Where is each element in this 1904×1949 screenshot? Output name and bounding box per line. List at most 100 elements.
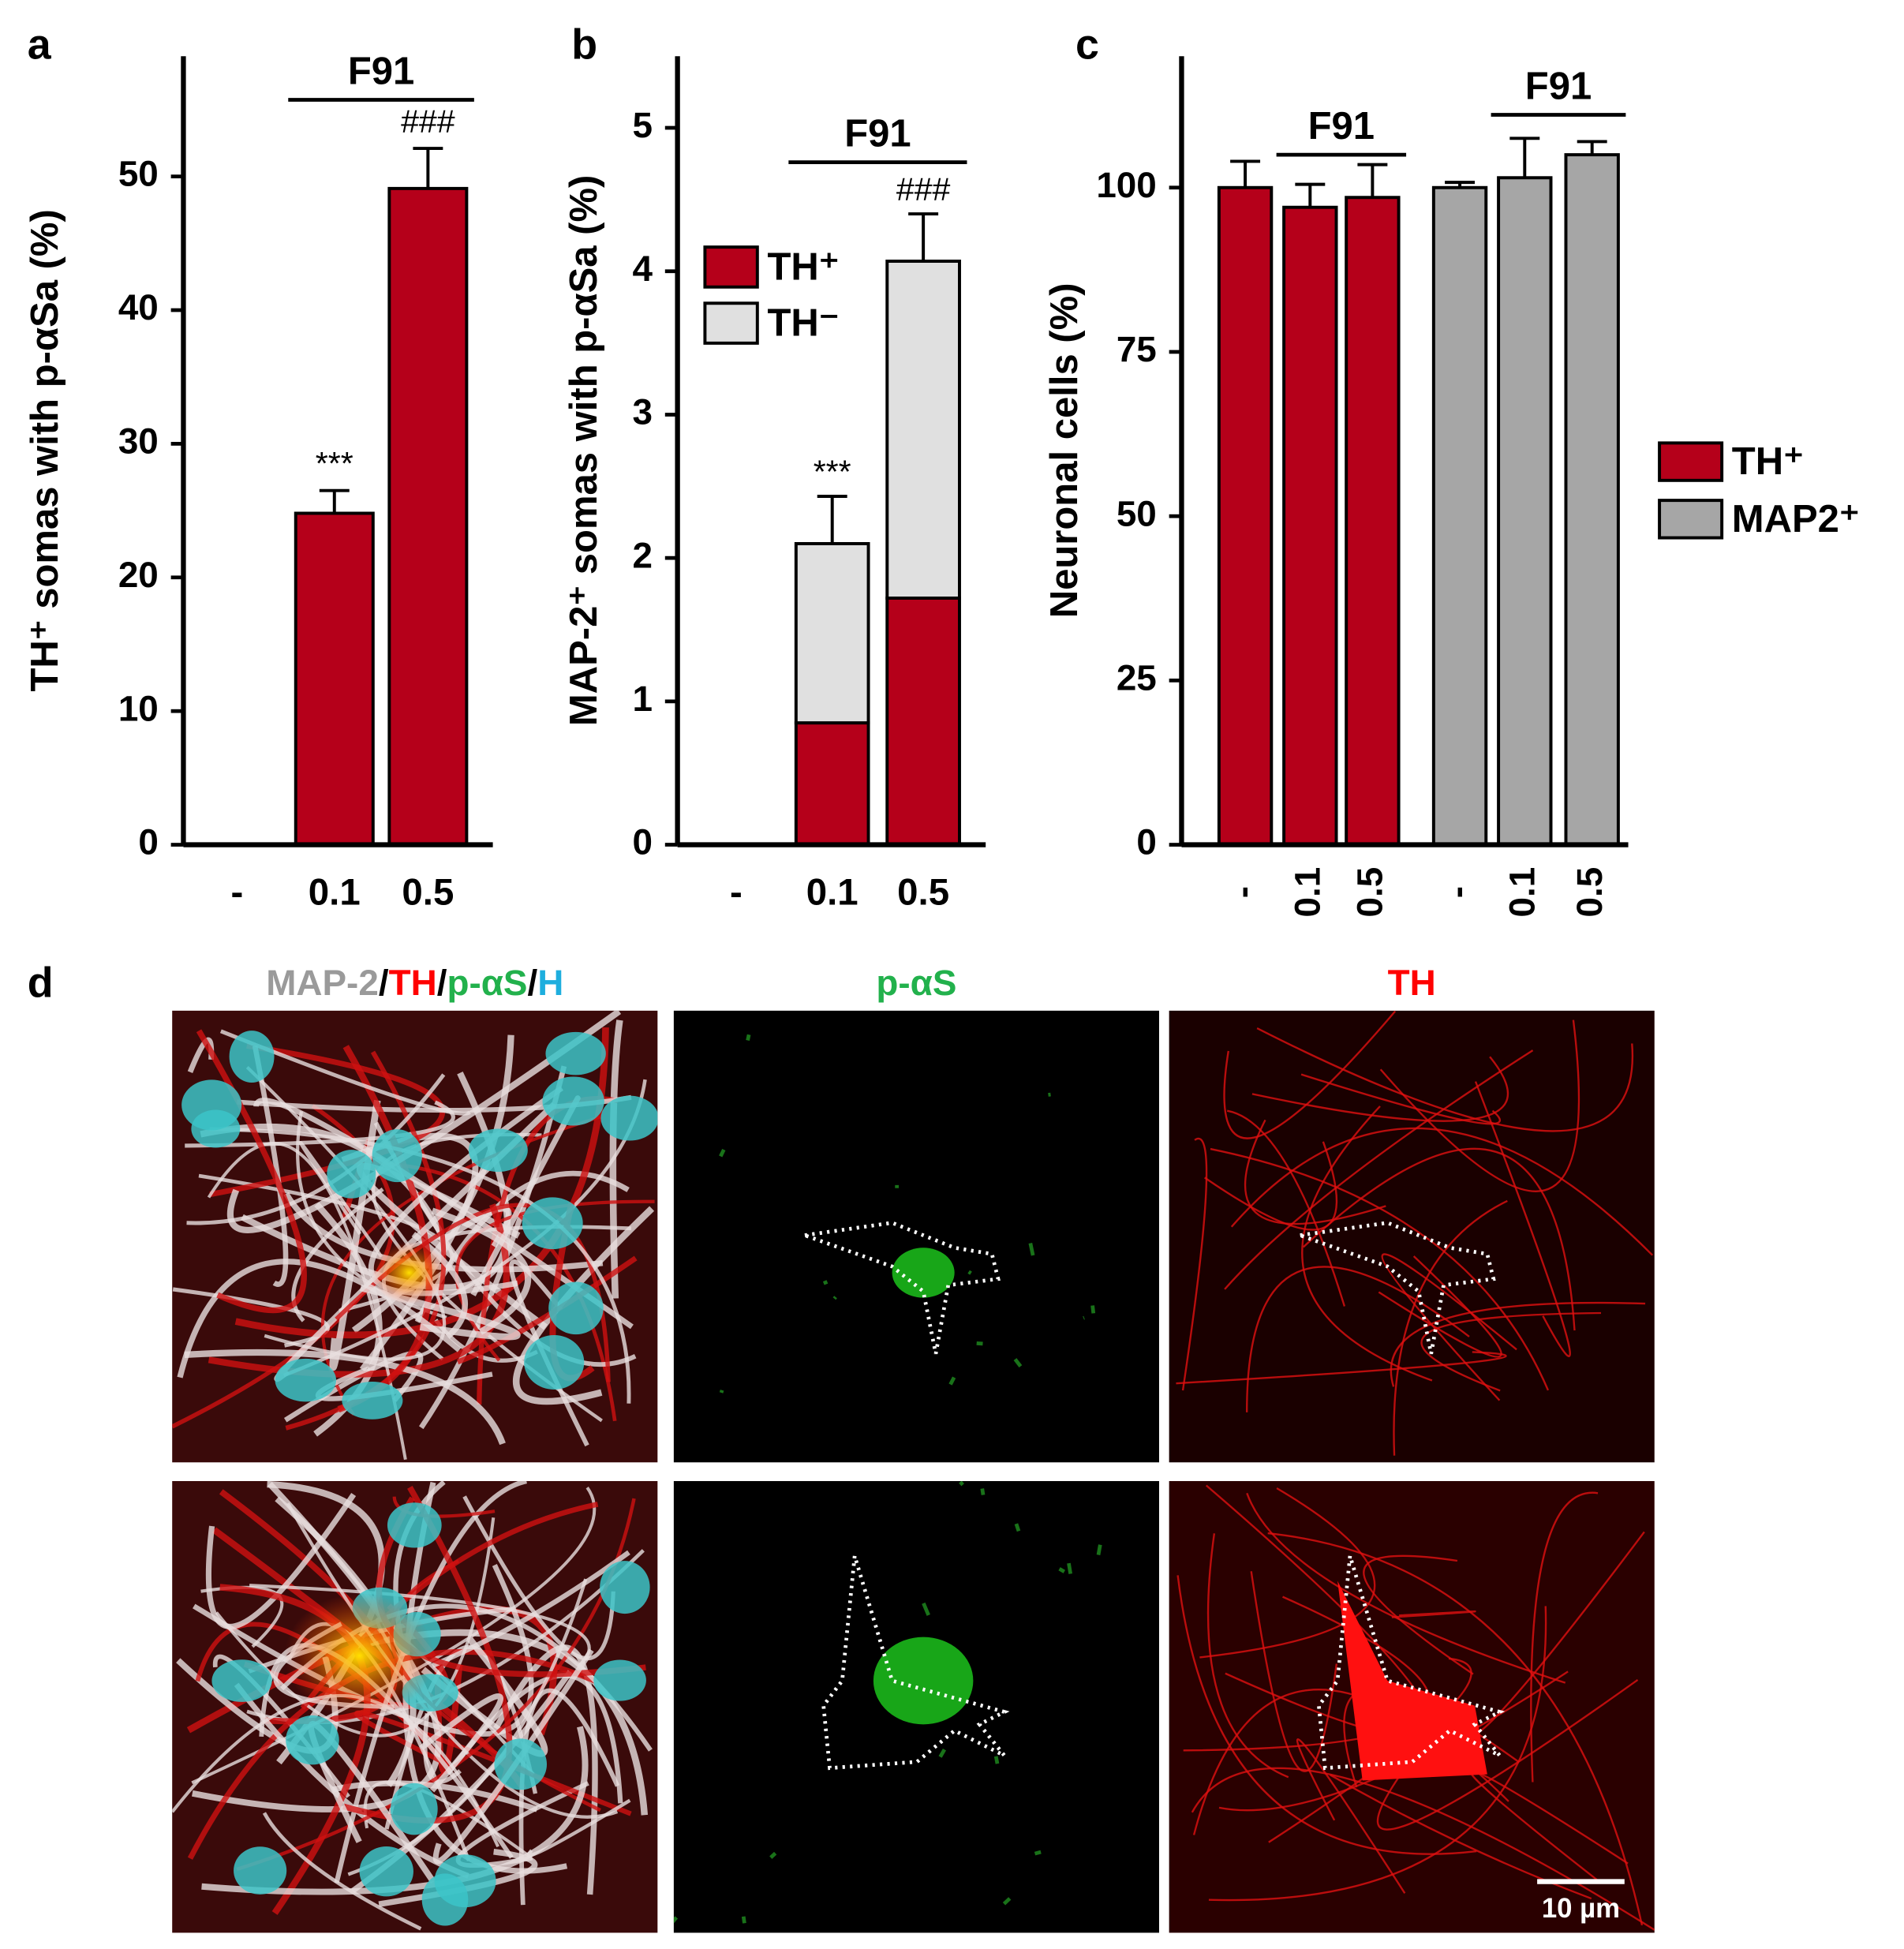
legend-swatch	[703, 245, 759, 289]
fiber	[1199, 1487, 1376, 1659]
y-tick-label: 100	[1096, 164, 1157, 205]
x-tick-label: 0.1	[309, 871, 361, 913]
nucleus	[593, 1659, 646, 1701]
fiber	[209, 1127, 631, 1404]
bar	[1564, 153, 1620, 847]
micrograph	[1169, 1480, 1655, 1933]
outline	[804, 1221, 1001, 1355]
y-tick-label: 3	[632, 391, 653, 432]
fiber	[1301, 1105, 1433, 1382]
fiber	[1203, 1141, 1338, 1231]
outline	[1299, 1221, 1496, 1355]
image-bg	[673, 1010, 1159, 1463]
bracket-label: F91	[348, 50, 414, 92]
y-tick-label: 2	[632, 534, 653, 575]
bracket-label: F91	[1308, 105, 1375, 148]
nucleus	[421, 1873, 469, 1926]
nucleus	[522, 1197, 583, 1250]
column-title: MAP-2/TH/p-αS/H	[266, 962, 563, 1003]
nucleus	[494, 1738, 548, 1790]
bar	[1497, 176, 1553, 847]
x-tick-label: -	[1436, 886, 1477, 898]
nucleus	[275, 1358, 337, 1402]
fiber	[219, 1029, 471, 1116]
fiber	[1244, 1119, 1386, 1225]
fiber	[1013, 1358, 1023, 1367]
y-tick-label: 1	[632, 678, 653, 719]
y-tick-label: 25	[1117, 657, 1157, 698]
soma	[892, 1248, 955, 1298]
fiber	[431, 1207, 531, 1335]
fiber	[976, 1341, 983, 1346]
x-tick-label: 0.1	[1501, 867, 1542, 918]
bar	[387, 186, 469, 847]
nucleus	[342, 1382, 403, 1420]
nucleus	[234, 1846, 287, 1895]
panel-label: d	[28, 959, 54, 1006]
legend-swatch	[1658, 499, 1724, 540]
fiber	[719, 1148, 726, 1158]
micrograph	[673, 1480, 1159, 1933]
annotation: ###	[896, 170, 951, 207]
outline	[1316, 1555, 1506, 1771]
fiber	[1379, 1019, 1580, 1192]
panel-label: b	[571, 21, 597, 68]
image-bg	[1169, 1010, 1655, 1463]
y-axis-label: TH⁺ somas with p-αSa (%)	[24, 209, 66, 691]
fiber	[262, 1812, 422, 1931]
y-tick-label: 0	[1136, 821, 1157, 862]
micrograph	[1169, 1010, 1655, 1463]
fiber	[746, 1034, 751, 1041]
fiber	[719, 1390, 724, 1393]
y-tick-label: 5	[632, 104, 653, 145]
title-part: TH	[1388, 962, 1436, 1003]
title-part: /	[379, 962, 389, 1003]
nucleus	[545, 1031, 606, 1076]
nucleus	[387, 1502, 442, 1548]
fiber	[207, 1141, 407, 1461]
bar	[885, 260, 961, 600]
y-tick-label: 10	[118, 687, 159, 728]
x-tick-label: 0.5	[402, 871, 454, 913]
fiber	[769, 1851, 777, 1859]
x-tick-label: 0.5	[1569, 867, 1610, 918]
fiber	[462, 1495, 615, 1661]
fiber	[1034, 1850, 1042, 1856]
fiber	[1191, 1767, 1655, 1931]
bracket-label: F91	[1525, 65, 1592, 107]
nucleus	[286, 1715, 339, 1765]
fiber	[1256, 1027, 1634, 1132]
nucleus	[468, 1128, 528, 1173]
x-tick-label: 0.5	[897, 871, 949, 913]
fiber	[201, 1726, 589, 1895]
y-tick-label: 75	[1117, 328, 1157, 369]
fiber	[431, 1550, 630, 1668]
fiber	[1391, 1610, 1476, 1618]
image-content	[719, 1034, 1096, 1393]
nucleus	[229, 1031, 275, 1083]
soma	[873, 1637, 974, 1725]
fiber	[177, 1259, 462, 1379]
fiber	[1250, 1571, 1338, 1772]
y-tick-label: 0	[138, 821, 159, 862]
bar	[794, 721, 870, 847]
fiber	[1246, 1492, 1566, 1684]
fiber	[673, 1916, 679, 1924]
bar	[1282, 205, 1338, 847]
title-part: p-αS	[876, 962, 956, 1003]
x-tick-label: -	[231, 871, 244, 913]
outline	[821, 1555, 1010, 1771]
fiber	[1230, 1127, 1654, 1256]
fiber	[1206, 1533, 1289, 1779]
fiber	[1223, 1010, 1397, 1139]
fiber	[315, 1366, 493, 1401]
nucleus	[191, 1109, 241, 1148]
fiber	[252, 1045, 289, 1287]
fiber	[1028, 1242, 1035, 1256]
image-content	[1176, 1484, 1655, 1931]
y-axis-label: Neuronal cells (%)	[1043, 282, 1086, 618]
x-tick-label: -	[730, 871, 743, 913]
fiber	[432, 1648, 594, 1865]
title-part: p-αS	[447, 962, 527, 1003]
image-content	[172, 1480, 653, 1931]
